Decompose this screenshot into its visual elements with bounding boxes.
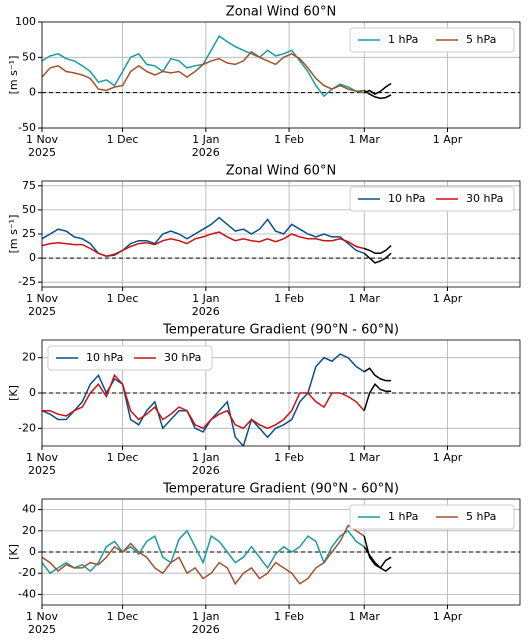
- legend-box: [47, 345, 213, 371]
- x-tick-label: 1 Jan 2026: [192, 610, 220, 636]
- plot-frame: [41, 180, 521, 288]
- series-line: [363, 82, 392, 95]
- x-tick-label: 1 Feb: [274, 292, 304, 305]
- x-tick-label: 1 Feb: [274, 451, 304, 464]
- x-tick-label: 1 Apr: [433, 451, 463, 464]
- series-line: [363, 245, 392, 255]
- y-tick-label: 50: [22, 50, 36, 63]
- legend-box: [349, 504, 515, 530]
- plot-frame: [41, 21, 521, 129]
- series-line: [363, 535, 392, 573]
- legend-label: 1 hPa: [388, 33, 418, 46]
- legend-label: 10 hPa: [86, 351, 123, 364]
- x-tick-label: 1 Nov 2025: [26, 451, 58, 477]
- plot-frame: [41, 498, 521, 606]
- series-line: [42, 353, 365, 446]
- series-line: [42, 216, 365, 257]
- y-tick-label: 75: [22, 179, 36, 192]
- y-tick-label: 40: [22, 503, 36, 516]
- y-tick-label: 100: [15, 15, 36, 28]
- x-tick-label: 1 Jan 2026: [192, 292, 220, 318]
- chart-title: Temperature Gradient (90°N - 60°N): [162, 482, 399, 497]
- legend-box: [349, 186, 515, 212]
- x-tick-label: 1 Nov 2025: [26, 133, 58, 159]
- legend-label: 30 hPa: [164, 351, 201, 364]
- y-tick-label: 0: [29, 545, 36, 558]
- y-axis-label: [m s⁻¹]: [7, 215, 20, 254]
- series-line: [363, 89, 392, 100]
- x-tick-label: 1 Mar: [349, 133, 381, 146]
- x-tick-label: 1 Nov 2025: [26, 292, 58, 318]
- x-tick-label: 1 Feb: [274, 610, 304, 623]
- y-tick-label: 20: [22, 351, 36, 364]
- x-tick-label: 1 Mar: [349, 451, 381, 464]
- x-tick-label: 1 Mar: [349, 610, 381, 623]
- y-axis-label: [m s⁻¹]: [7, 56, 20, 95]
- y-tick-label: 0: [29, 386, 36, 399]
- series-line: [42, 373, 365, 430]
- y-tick-label: -40: [18, 587, 36, 600]
- y-tick-label: -25: [18, 275, 36, 288]
- series-line: [42, 231, 365, 257]
- y-axis-label: [K]: [7, 544, 20, 560]
- series-line: [42, 50, 365, 93]
- x-tick-label: 1 Dec: [107, 292, 139, 305]
- y-tick-label: 0: [29, 251, 36, 264]
- x-tick-label: 1 Dec: [107, 610, 139, 623]
- series-line: [363, 367, 392, 382]
- legend-label: 10 hPa: [388, 192, 425, 205]
- x-tick-label: 1 Mar: [349, 292, 381, 305]
- x-tick-label: 1 Jan 2026: [192, 133, 220, 159]
- series-line: [363, 383, 392, 411]
- x-tick-label: 1 Dec: [107, 133, 139, 146]
- x-tick-label: 1 Apr: [433, 610, 463, 623]
- x-tick-label: 1 Nov 2025: [26, 610, 58, 636]
- legend-label: 5 hPa: [466, 33, 496, 46]
- y-tick-label: 20: [22, 524, 36, 537]
- chart-title: Zonal Wind 60°N: [226, 164, 336, 179]
- plot-frame: [41, 339, 521, 447]
- chart-title: Temperature Gradient (90°N - 60°N): [162, 323, 399, 338]
- legend-label: 1 hPa: [388, 510, 418, 523]
- y-tick-label: 0: [29, 86, 36, 99]
- chart-title: Zonal Wind 60°N: [226, 5, 336, 20]
- legend-label: 5 hPa: [466, 510, 496, 523]
- legend-label: 30 hPa: [466, 192, 503, 205]
- series-line: [42, 524, 365, 586]
- series-line: [42, 35, 365, 98]
- y-tick-label: 25: [22, 227, 36, 240]
- x-tick-label: 1 Apr: [433, 292, 463, 305]
- y-tick-label: -50: [18, 121, 36, 134]
- series-line: [42, 529, 365, 575]
- y-axis-label: [K]: [7, 385, 20, 401]
- series-line: [363, 252, 392, 264]
- x-tick-label: 1 Jan 2026: [192, 451, 220, 477]
- x-tick-label: 1 Feb: [274, 133, 304, 146]
- legend-box: [349, 27, 515, 53]
- y-tick-label: -20: [18, 421, 36, 434]
- x-tick-label: 1 Dec: [107, 451, 139, 464]
- y-tick-label: -20: [18, 566, 36, 579]
- x-tick-label: 1 Apr: [433, 133, 463, 146]
- y-tick-label: 50: [22, 203, 36, 216]
